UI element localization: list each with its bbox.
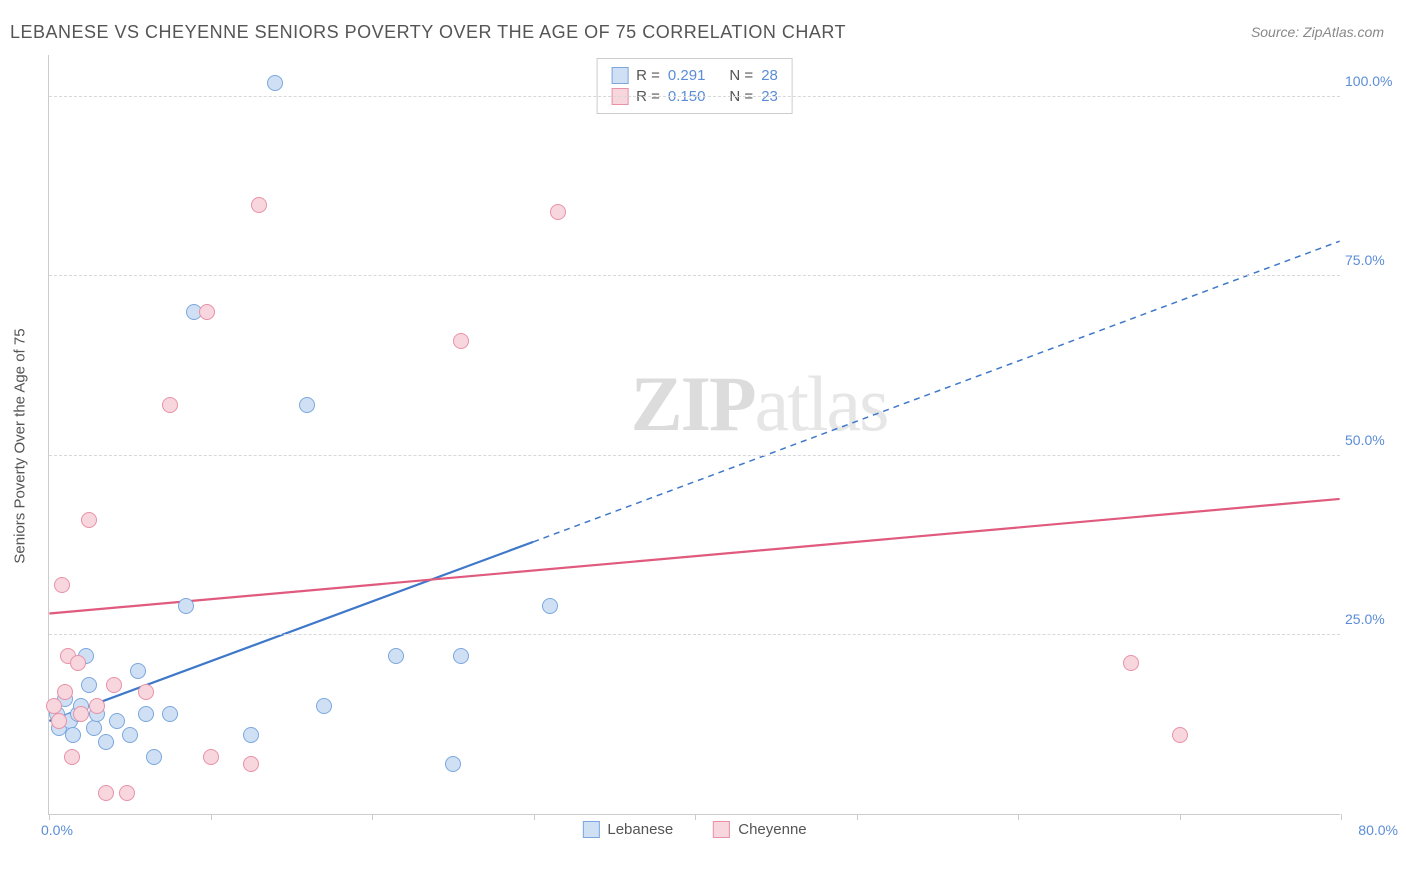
data-point — [130, 663, 146, 679]
gridline — [49, 96, 1340, 97]
data-point — [251, 197, 267, 213]
trendline-solid — [49, 499, 1339, 614]
data-point — [203, 749, 219, 765]
watermark-part1: ZIP — [631, 360, 755, 447]
data-point — [445, 756, 461, 772]
data-point — [1123, 655, 1139, 671]
x-axis-start-label: 0.0% — [41, 822, 73, 838]
y-tick-label: 50.0% — [1345, 432, 1400, 448]
y-axis-title: Seniors Poverty Over the Age of 75 — [12, 328, 29, 563]
legend-item: Lebanese — [582, 821, 673, 838]
data-point — [138, 684, 154, 700]
x-tick — [211, 814, 212, 820]
data-point — [178, 598, 194, 614]
y-tick-label: 100.0% — [1345, 73, 1400, 89]
x-tick — [1341, 814, 1342, 820]
plot-area: ZIPatlas R = 0.291 N = 28 R = 0.150 N = … — [48, 55, 1340, 815]
data-point — [81, 512, 97, 528]
data-point — [146, 749, 162, 765]
y-tick-label: 75.0% — [1345, 252, 1400, 268]
data-point — [89, 698, 105, 714]
y-tick-label: 25.0% — [1345, 611, 1400, 627]
trend-lines-svg — [49, 55, 1340, 814]
trendline-solid — [49, 542, 533, 721]
legend-n-value: 28 — [761, 67, 778, 84]
chart-title: LEBANESE VS CHEYENNE SENIORS POVERTY OVE… — [10, 22, 846, 43]
legend-n-label: N = — [729, 67, 753, 84]
gridline — [49, 455, 1340, 456]
legend-swatch-icon — [713, 821, 730, 838]
data-point — [70, 655, 86, 671]
x-axis-end-label: 80.0% — [1358, 822, 1398, 838]
data-point — [550, 204, 566, 220]
legend-label: Cheyenne — [738, 821, 806, 838]
legend-swatch-icon — [582, 821, 599, 838]
data-point — [388, 648, 404, 664]
data-point — [86, 720, 102, 736]
gridline — [49, 634, 1340, 635]
data-point — [1172, 727, 1188, 743]
x-tick — [372, 814, 373, 820]
legend-r-value: 0.291 — [668, 67, 706, 84]
data-point — [138, 706, 154, 722]
data-point — [98, 734, 114, 750]
legend-r-label: R = — [636, 67, 660, 84]
data-point — [243, 727, 259, 743]
trendline-dashed — [533, 241, 1339, 542]
data-point — [106, 677, 122, 693]
data-point — [267, 75, 283, 91]
legend-stats-row: R = 0.291 N = 28 — [611, 65, 778, 86]
data-point — [542, 598, 558, 614]
x-tick — [1180, 814, 1181, 820]
data-point — [122, 727, 138, 743]
data-point — [54, 577, 70, 593]
data-point — [243, 756, 259, 772]
x-tick — [49, 814, 50, 820]
x-tick — [534, 814, 535, 820]
data-point — [98, 785, 114, 801]
data-point — [109, 713, 125, 729]
source-attribution: Source: ZipAtlas.com — [1251, 24, 1384, 40]
data-point — [64, 749, 80, 765]
x-tick — [695, 814, 696, 820]
legend-label: Lebanese — [607, 821, 673, 838]
data-point — [51, 713, 67, 729]
data-point — [73, 706, 89, 722]
legend-item: Cheyenne — [713, 821, 806, 838]
data-point — [65, 727, 81, 743]
gridline — [49, 275, 1340, 276]
data-point — [316, 698, 332, 714]
watermark: ZIPatlas — [631, 359, 888, 449]
data-point — [199, 304, 215, 320]
data-point — [162, 706, 178, 722]
data-point — [453, 648, 469, 664]
watermark-part2: atlas — [755, 360, 888, 447]
data-point — [162, 397, 178, 413]
chart-container: LEBANESE VS CHEYENNE SENIORS POVERTY OVE… — [0, 0, 1406, 892]
data-point — [81, 677, 97, 693]
data-point — [57, 684, 73, 700]
legend-series: Lebanese Cheyenne — [582, 821, 806, 838]
data-point — [453, 333, 469, 349]
x-tick — [1018, 814, 1019, 820]
x-tick — [857, 814, 858, 820]
legend-swatch-icon — [611, 67, 628, 84]
data-point — [299, 397, 315, 413]
legend-stats: R = 0.291 N = 28 R = 0.150 N = 23 — [596, 58, 793, 114]
data-point — [119, 785, 135, 801]
